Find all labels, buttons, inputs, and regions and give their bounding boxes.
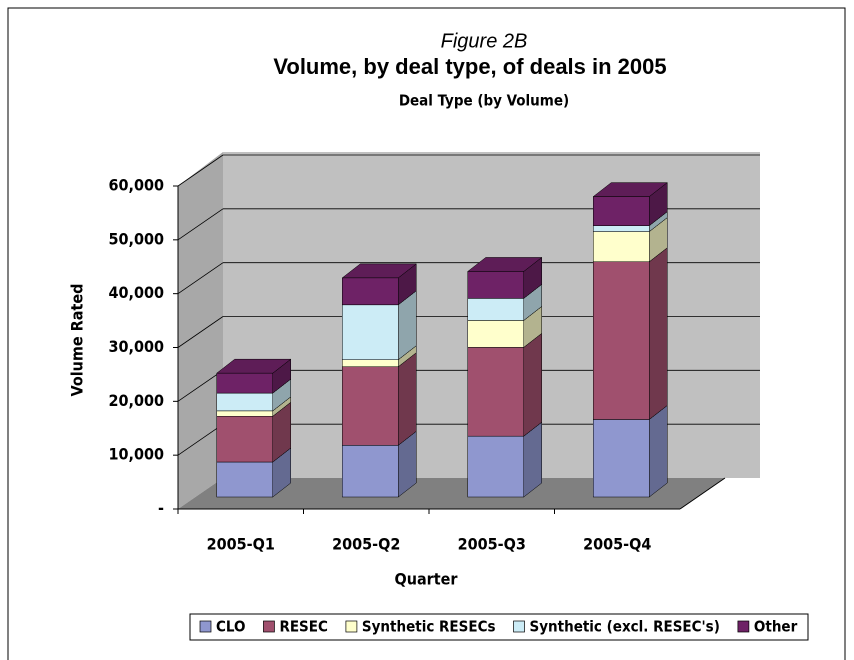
y-axis-title: Volume Rated — [68, 284, 87, 397]
bar — [467, 347, 524, 437]
bar — [467, 435, 524, 498]
legend-swatch — [199, 620, 212, 633]
y-tick-label: 10,000 — [108, 445, 164, 464]
legend-label: CLO — [216, 618, 245, 636]
title: Volume, by deal type, of deals in 2005 — [273, 54, 666, 79]
bar — [216, 461, 273, 498]
floor — [178, 478, 725, 509]
grid-line — [177, 316, 224, 348]
bar — [593, 231, 650, 262]
legend-label: Other — [754, 618, 798, 636]
bar — [342, 445, 399, 498]
bar — [342, 304, 399, 360]
x-tick-label: 2005-Q2 — [332, 535, 400, 554]
x-tick-label: 2005-Q1 — [207, 535, 275, 554]
bar — [342, 366, 399, 446]
bar — [216, 416, 273, 463]
bar-side — [649, 247, 668, 420]
bar — [593, 225, 650, 232]
grid-line — [177, 154, 224, 187]
bar — [216, 372, 273, 394]
bar — [216, 392, 273, 412]
legend — [189, 613, 809, 641]
bar — [467, 320, 524, 348]
side-wall — [178, 152, 223, 509]
y-tick-label: - — [158, 499, 164, 518]
figure-label: Figure 2B — [441, 30, 528, 52]
legend-label: Synthetic (excl. RESEC's) — [530, 618, 720, 636]
bar-side — [523, 332, 542, 437]
grid-line — [177, 423, 224, 456]
grid-line — [177, 262, 224, 294]
bar — [593, 419, 650, 498]
legend-swatch — [737, 620, 750, 633]
legend-swatch — [513, 620, 525, 633]
legend-label: RESEC — [279, 618, 328, 636]
bar-side — [398, 352, 417, 446]
bar — [467, 298, 524, 321]
grid-line — [177, 370, 224, 402]
bar — [342, 359, 399, 367]
bar — [593, 196, 650, 226]
bar — [342, 277, 399, 306]
y-tick-label: 30,000 — [108, 337, 164, 356]
y-tick-label: 20,000 — [108, 391, 164, 410]
legend-swatch — [263, 620, 275, 633]
chart-title: Deal Type (by Volume) — [399, 92, 569, 110]
y-tick-label: 50,000 — [108, 229, 164, 248]
bar — [467, 271, 524, 299]
x-tick-label: 2005-Q4 — [583, 535, 651, 554]
bar — [216, 410, 273, 417]
legend-swatch — [345, 620, 358, 633]
bar-side — [649, 404, 668, 498]
legend-label: Synthetic RESECs — [362, 618, 496, 636]
x-axis-title: Quarter — [394, 570, 458, 589]
x-tick-label: 2005-Q3 — [458, 535, 526, 554]
bar — [593, 261, 650, 420]
y-tick-label: 60,000 — [108, 176, 164, 195]
floor-edge — [679, 477, 726, 510]
grid-line — [177, 208, 224, 241]
y-tick-label: 40,000 — [108, 283, 164, 302]
